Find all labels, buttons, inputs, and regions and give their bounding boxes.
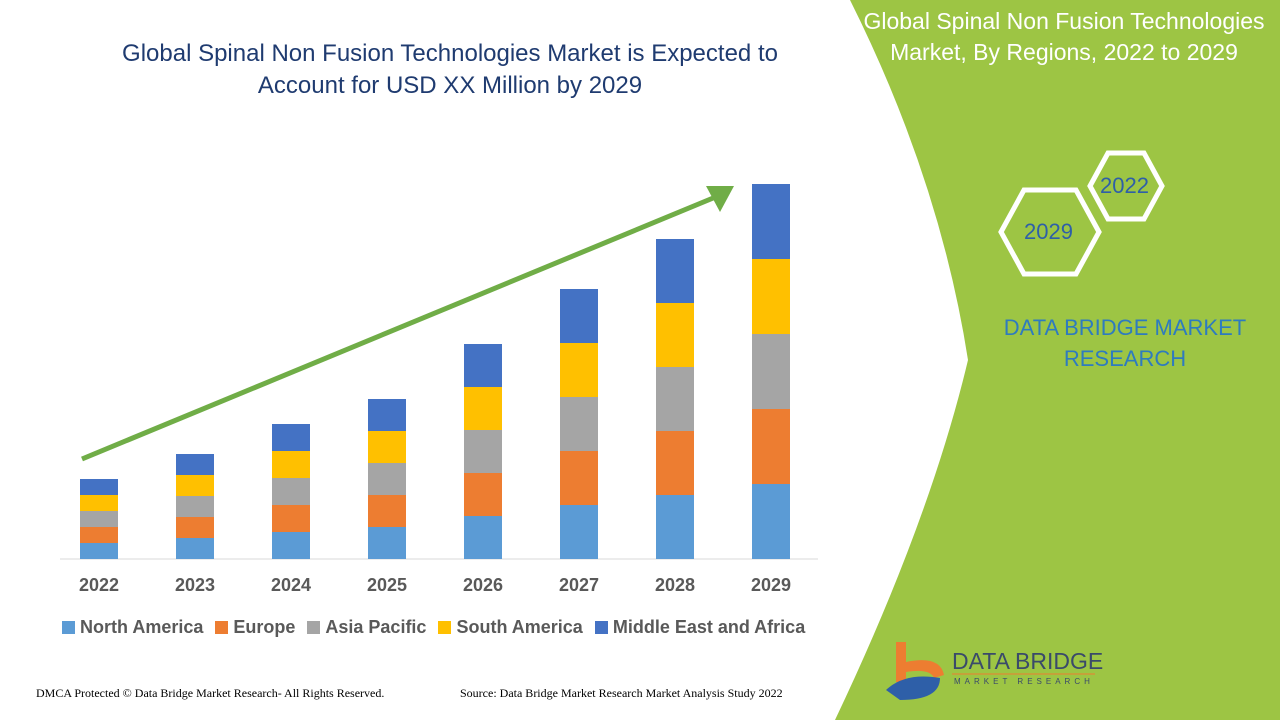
bar-segment-2026-asia-pacific xyxy=(464,430,502,473)
bar-segment-2026-south-america xyxy=(464,387,502,430)
legend-item: Middle East and Africa xyxy=(594,617,806,638)
side-title: Global Spinal Non Fusion Technologies Ma… xyxy=(852,6,1276,68)
legend-label: Middle East and Africa xyxy=(612,617,806,637)
bar-segment-2022-north-america xyxy=(80,543,118,559)
chart-title: Global Spinal Non Fusion Technologies Ma… xyxy=(60,38,840,102)
legend-swatch xyxy=(438,621,452,634)
legend-swatch xyxy=(215,621,229,634)
x-tick-2029: 2029 xyxy=(750,575,792,595)
bar-segment-2026-europe xyxy=(464,473,502,516)
bar-segment-2023-asia-pacific xyxy=(176,496,214,517)
brand-text: DATA BRIDGE MARKET RESEARCH xyxy=(985,312,1265,374)
bar-segment-2027-europe xyxy=(560,451,598,505)
brand-line-1: DATA BRIDGE MARKET xyxy=(1003,315,1247,340)
bar-segment-2028-north-america xyxy=(656,495,694,559)
x-tick-2027: 2027 xyxy=(558,575,600,595)
hexagon-2029 xyxy=(998,187,1102,277)
bar-segment-2026-middle-east-and-africa xyxy=(464,344,502,387)
side-panel xyxy=(835,0,1280,720)
hexagon-2022 xyxy=(1087,150,1165,222)
bar-segment-2023-north-america xyxy=(176,538,214,559)
x-tick-2023: 2023 xyxy=(174,575,216,595)
bar-segment-2024-north-america xyxy=(272,532,310,559)
legend-label: South America xyxy=(456,617,583,637)
footer-copyright: DMCA Protected © Data Bridge Market Rese… xyxy=(36,686,385,700)
x-tick-2022: 2022 xyxy=(78,575,120,595)
bar-segment-2023-middle-east-and-africa xyxy=(176,454,214,475)
bar-segment-2022-middle-east-and-africa xyxy=(80,479,118,495)
x-tick-2024: 2024 xyxy=(270,575,312,595)
bars-group xyxy=(80,184,790,559)
bar-segment-2027-asia-pacific xyxy=(560,397,598,451)
bar-segment-2024-asia-pacific xyxy=(272,478,310,505)
logo-icon xyxy=(886,642,944,700)
bar-segment-2028-middle-east-and-africa xyxy=(656,239,694,303)
bar-segment-2025-south-america xyxy=(368,431,406,463)
legend-label: Europe xyxy=(233,617,296,637)
bar-segment-2025-europe xyxy=(368,495,406,527)
legend-label: North America xyxy=(80,617,204,637)
legend-item: North America xyxy=(62,617,203,638)
bar-segment-2029-asia-pacific xyxy=(752,334,790,409)
bar-segment-2029-south-america xyxy=(752,259,790,334)
bar-segment-2029-europe xyxy=(752,409,790,484)
bar-segment-2028-south-america xyxy=(656,303,694,367)
bar-segment-2022-asia-pacific xyxy=(80,511,118,527)
bar-segment-2023-europe xyxy=(176,517,214,538)
bar-segment-2025-asia-pacific xyxy=(368,463,406,495)
bar-segment-2029-north-america xyxy=(752,484,790,559)
x-tick-2028: 2028 xyxy=(654,575,696,595)
x-tick-2026: 2026 xyxy=(462,575,504,595)
bar-segment-2028-asia-pacific xyxy=(656,367,694,431)
legend-item: South America xyxy=(438,617,583,638)
footer-source: Source: Data Bridge Market Research Mark… xyxy=(460,686,783,700)
trend-arrow xyxy=(81,186,734,462)
brand-line-2: RESEARCH xyxy=(1063,346,1187,371)
title-line-1: Global Spinal Non Fusion Technologies Ma… xyxy=(122,40,778,67)
bar-segment-2026-north-america xyxy=(464,516,502,559)
bar-segment-2022-south-america xyxy=(80,495,118,511)
side-title-line-1: Global Spinal Non Fusion Technologies xyxy=(863,8,1265,34)
x-tick-2025: 2025 xyxy=(366,575,408,595)
bar-segment-2027-south-america xyxy=(560,343,598,397)
legend: North America Europe Asia Pacific South Ame… xyxy=(62,617,805,638)
legend-swatch xyxy=(62,621,75,634)
bar-segment-2024-south-america xyxy=(272,451,310,478)
bar-segment-2024-europe xyxy=(272,505,310,532)
legend-item: Asia Pacific xyxy=(307,617,426,638)
bar-segment-2027-middle-east-and-africa xyxy=(560,289,598,343)
bar-segment-2024-middle-east-and-africa xyxy=(272,424,310,451)
hex-year-2022: 2022 xyxy=(1100,173,1149,198)
side-title-line-2: Market, By Regions, 2022 to 2029 xyxy=(890,39,1238,65)
bar-segment-2023-south-america xyxy=(176,475,214,496)
logo-sub: MARKET RESEARCH xyxy=(954,677,1094,686)
bar-segment-2029-middle-east-and-africa xyxy=(752,184,790,259)
bar-segment-2027-north-america xyxy=(560,505,598,559)
hex-year-2029: 2029 xyxy=(1024,219,1073,244)
bar-segment-2025-middle-east-and-africa xyxy=(368,399,406,431)
legend-swatch xyxy=(594,621,608,634)
logo-name: DATA BRIDGE xyxy=(952,648,1104,674)
title-line-2: Account for USD XX Million by 2029 xyxy=(257,72,643,99)
bar-segment-2022-europe xyxy=(80,527,118,543)
bar-segment-2028-europe xyxy=(656,431,694,495)
legend-swatch xyxy=(307,621,321,634)
bar-segment-2025-north-america xyxy=(368,527,406,559)
legend-item: Europe xyxy=(215,617,295,638)
legend-label: Asia Pacific xyxy=(325,617,427,637)
